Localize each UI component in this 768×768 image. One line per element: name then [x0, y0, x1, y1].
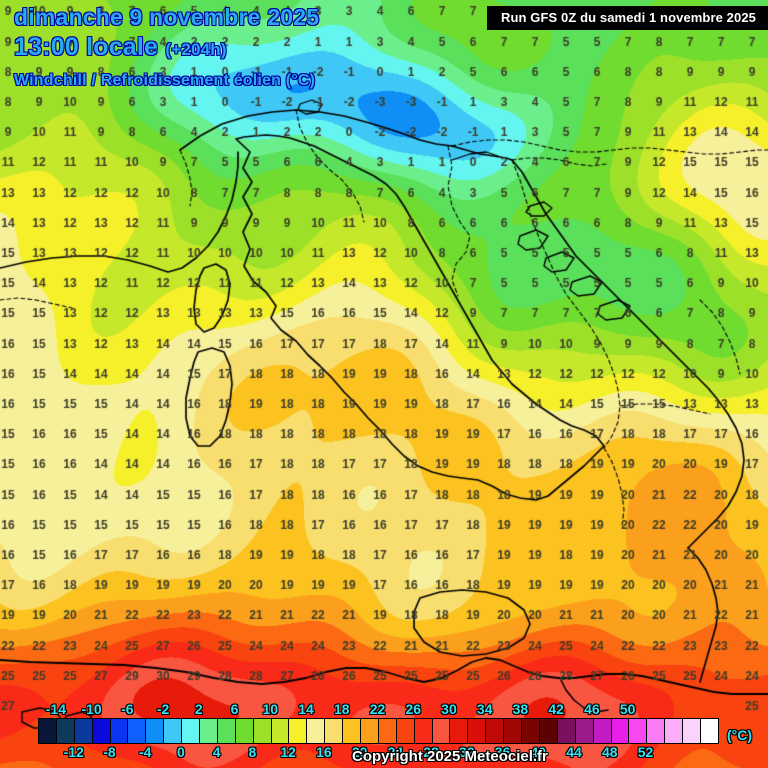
- color-scale: (°C) -14 -10 -6 -2 2 6 10 14 18 22 26 30 34 38 42 46 50-…: [0, 700, 768, 768]
- color-scale-tick-top: 26: [405, 701, 422, 717]
- color-scale-tick-bottom: 0: [177, 744, 185, 760]
- color-scale-tick-top: -10: [81, 701, 102, 717]
- color-scale-swatch: [450, 719, 469, 743]
- color-scale-swatch: [110, 719, 129, 743]
- color-scale-tick-top: 38: [512, 701, 529, 717]
- color-scale-tick-bottom: 28: [423, 744, 439, 760]
- color-scale-swatch: [164, 719, 183, 743]
- color-scale-swatch: [343, 719, 362, 743]
- forecast-hour-offset: (+204h): [165, 40, 227, 60]
- color-scale-swatch: [539, 719, 558, 743]
- color-scale-swatch: [414, 719, 433, 743]
- color-scale-swatch: [307, 719, 326, 743]
- color-scale-swatch: [522, 719, 540, 743]
- color-scale-tick-bottom: -12: [63, 744, 84, 760]
- color-scale-swatch: [128, 719, 147, 743]
- color-scale-swatch: [683, 719, 701, 743]
- color-scale-swatch: [271, 719, 290, 743]
- color-scale-swatch: [74, 719, 93, 743]
- color-scale-tick-bottom: 12: [280, 744, 296, 760]
- parameter-label: Windchill / Refroidissement éolien (°C): [13, 72, 316, 90]
- color-scale-swatches: [38, 718, 719, 744]
- color-scale-tick-bottom: 8: [248, 744, 257, 760]
- color-scale-swatch: [56, 719, 75, 743]
- color-scale-swatch: [432, 719, 451, 743]
- color-scale-tick-bottom: 24: [387, 744, 404, 760]
- model-run-banner: Run GFS 0Z du samedi 1 novembre 2025: [486, 6, 768, 30]
- color-scale-swatch: [611, 719, 630, 743]
- copyright-label: Copyright 2025 Meteociel.fr: [352, 748, 548, 765]
- color-scale-tick-top: 22: [369, 701, 386, 717]
- color-scale-tick-top: 50: [619, 701, 636, 717]
- color-scale-tick-top: 10: [262, 701, 279, 717]
- color-scale-tick-top: 42: [548, 701, 564, 717]
- color-scale-swatch: [629, 719, 648, 743]
- color-scale-tick-top: -2: [156, 701, 170, 717]
- color-scale-swatch: [486, 719, 505, 743]
- color-scale-swatch: [92, 719, 111, 743]
- color-scale-swatch: [146, 719, 165, 743]
- color-scale-swatch: [325, 719, 344, 743]
- color-scale-swatch: [700, 719, 718, 743]
- color-scale-swatch: [253, 719, 272, 743]
- color-scale-tick-bottom: -8: [103, 744, 116, 760]
- color-scale-tick-bottom: 52: [637, 744, 654, 760]
- color-scale-tick-bottom: 20: [351, 744, 368, 760]
- color-scale-swatch: [504, 719, 523, 743]
- color-scale-swatch: [378, 719, 397, 743]
- color-scale-tick-top: 18: [333, 701, 350, 717]
- color-scale-tick-top: -6: [121, 701, 134, 717]
- color-scale-tick-bottom: 16: [316, 744, 332, 760]
- color-scale-tick-top: 2: [194, 701, 203, 717]
- color-scale-tick-top: 30: [441, 701, 457, 717]
- color-scale-swatch: [39, 719, 57, 743]
- color-scale-swatch: [468, 719, 487, 743]
- forecast-time-text: 13:00 locale: [13, 33, 159, 62]
- color-scale-tick-bottom: 36: [494, 744, 511, 760]
- color-scale-swatch: [593, 719, 612, 743]
- color-scale-tick-bottom: 48: [601, 744, 618, 760]
- color-scale-swatch: [235, 719, 254, 743]
- color-scale-swatch: [289, 719, 308, 743]
- color-scale-swatch: [575, 719, 594, 743]
- color-scale-tick-bottom: 44: [566, 744, 582, 760]
- color-scale-tick-bottom: -4: [138, 744, 152, 760]
- color-scale-tick-bottom: 32: [459, 744, 475, 760]
- color-scale-swatch: [665, 719, 684, 743]
- color-scale-swatch: [200, 719, 218, 743]
- color-scale-swatch: [647, 719, 666, 743]
- color-scale-swatch: [396, 719, 415, 743]
- color-scale-swatch: [182, 719, 201, 743]
- color-scale-tick-top: 6: [230, 701, 239, 717]
- color-scale-swatch: [557, 719, 576, 743]
- color-scale-swatch: [217, 719, 236, 743]
- color-scale-tick-top: 14: [298, 701, 314, 717]
- color-scale-tick-bottom: 40: [530, 744, 547, 760]
- color-scale-tick-top: 46: [584, 701, 600, 717]
- unit-label: (°C): [727, 727, 753, 743]
- forecast-date-label: dimanche 9 novembre 2025: [13, 4, 320, 31]
- forecast-time-label: 13:00 locale (+204h): [13, 33, 227, 62]
- color-scale-tick-top: -14: [45, 701, 66, 717]
- color-scale-tick-bottom: 4: [212, 744, 221, 760]
- color-scale-tick-top: 34: [476, 701, 493, 717]
- color-scale-swatch: [361, 719, 379, 743]
